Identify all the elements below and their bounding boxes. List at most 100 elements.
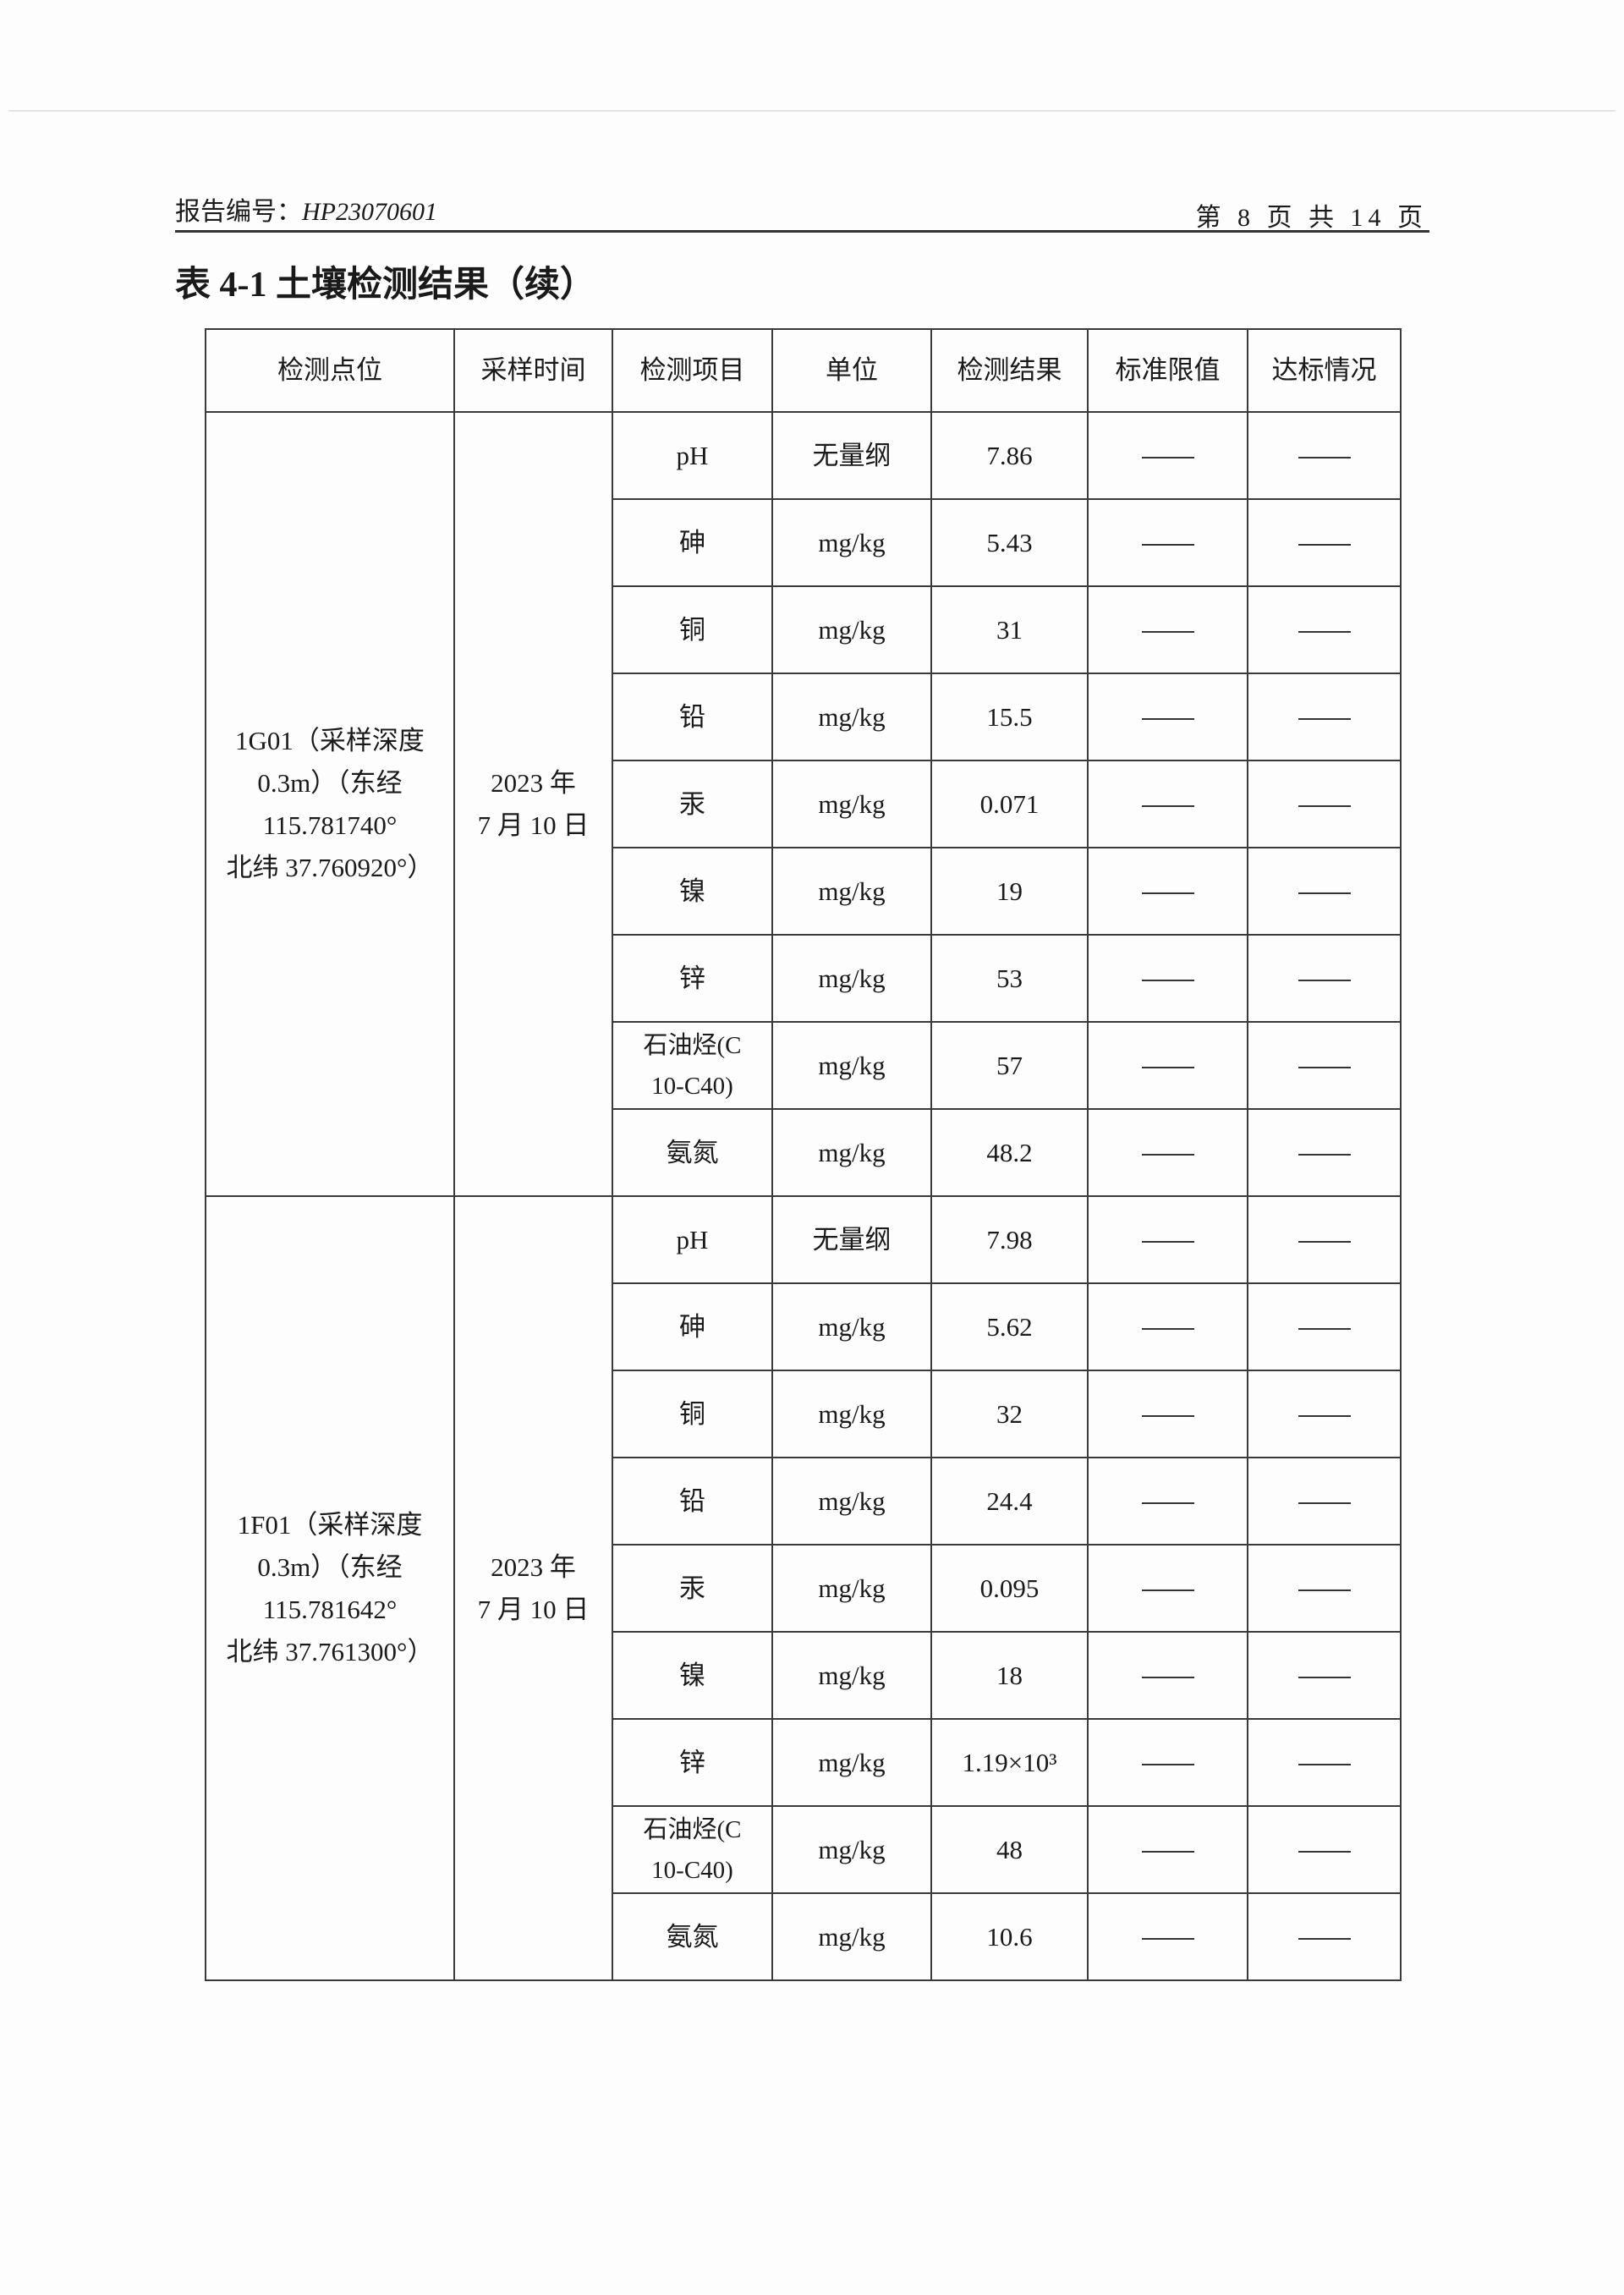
item-cell: 镍	[612, 1631, 773, 1720]
item-cell: 汞	[612, 1544, 773, 1633]
unit-cell: mg/kg	[771, 1021, 932, 1110]
status-cell	[1247, 1370, 1402, 1458]
limit-cell	[1087, 1108, 1248, 1197]
unit-cell: mg/kg	[771, 934, 932, 1023]
dash-mark	[1298, 1764, 1351, 1766]
dash-mark	[1141, 544, 1194, 546]
unit-cell: mg/kg	[771, 1544, 932, 1633]
limit-cell	[1087, 411, 1248, 500]
item-label: 石油烃(C10-C40)	[643, 1031, 742, 1100]
time-line: 7 月 10 日	[477, 1594, 590, 1624]
status-cell	[1247, 934, 1402, 1023]
dash-mark	[1141, 892, 1194, 895]
status-cell	[1247, 1021, 1402, 1110]
dash-mark	[1141, 1677, 1194, 1679]
table-row: 石油烃(C10-C40) mg/kg 48	[206, 1805, 1402, 1894]
table-row: 锌 mg/kg 1.19×10³	[206, 1718, 1402, 1807]
limit-cell	[1087, 847, 1248, 936]
status-cell	[1247, 1805, 1402, 1894]
item-cell: 氨氮	[612, 1892, 773, 1981]
dash-mark	[1298, 1677, 1351, 1679]
table-row: 砷 mg/kg 5.43	[206, 498, 1402, 587]
status-cell	[1247, 1108, 1402, 1197]
result-cell: 32	[930, 1370, 1089, 1458]
result-cell: 53	[930, 934, 1089, 1023]
item-cell: 铜	[612, 1370, 773, 1458]
result-cell: 7.98	[930, 1195, 1089, 1284]
time-line: 2023 年	[491, 767, 576, 798]
dash-mark	[1298, 1154, 1351, 1156]
limit-cell	[1087, 1195, 1248, 1284]
column-header: 采样时间	[453, 328, 613, 413]
dash-mark	[1298, 1502, 1351, 1505]
dash-mark	[1141, 1154, 1194, 1156]
result-cell: 18	[930, 1631, 1089, 1720]
status-cell	[1247, 1282, 1402, 1371]
result-cell: 7.86	[930, 411, 1089, 500]
location-line: 北纬 37.760920°）	[226, 852, 434, 882]
dash-mark	[1298, 631, 1351, 634]
location-line: 0.3m）（东经	[257, 1551, 403, 1582]
status-cell	[1247, 411, 1402, 500]
status-cell	[1247, 498, 1402, 587]
result-cell: 15.5	[930, 673, 1089, 761]
limit-cell	[1087, 1631, 1248, 1720]
item-cell: pH	[612, 411, 773, 500]
item-cell: 镍	[612, 847, 773, 936]
item-cell: pH	[612, 1195, 773, 1284]
dash-mark	[1141, 1415, 1194, 1418]
result-cell: 48.2	[930, 1108, 1089, 1197]
status-cell	[1247, 1892, 1402, 1981]
table-row: 1G01（采样深度 0.3m）（东经 115.781740° 北纬 37.760920…	[205, 411, 1402, 1197]
table-row: 氨氮 mg/kg 10.6	[206, 1892, 1402, 1981]
limit-cell	[1087, 1892, 1248, 1981]
dash-mark	[1141, 1328, 1194, 1331]
result-cell: 10.6	[930, 1892, 1089, 1981]
unit-cell: mg/kg	[771, 1108, 932, 1197]
page-info: 第 8 页 共 14 页	[1195, 204, 1428, 232]
unit-cell: mg/kg	[771, 673, 932, 761]
limit-cell	[1087, 498, 1248, 587]
limit-cell	[1087, 760, 1248, 848]
status-cell	[1247, 1718, 1402, 1807]
table-row: 汞 mg/kg 0.071	[206, 760, 1402, 848]
dash-mark	[1141, 1241, 1194, 1244]
result-cell: 5.62	[930, 1282, 1089, 1371]
unit-cell: mg/kg	[771, 760, 932, 848]
unit-cell: mg/kg	[771, 498, 932, 587]
table-row: 铅 mg/kg 15.5	[206, 673, 1402, 761]
dash-mark	[1141, 1938, 1194, 1941]
location-line: 115.781740°	[262, 810, 398, 840]
table-row: 铜 mg/kg 31	[206, 585, 1402, 674]
dash-mark	[1141, 1589, 1194, 1592]
unit-cell: mg/kg	[771, 1457, 932, 1546]
limit-cell	[1087, 1370, 1248, 1458]
table-row: 铅 mg/kg 24.4	[206, 1457, 1402, 1546]
table-row: 氨氮 mg/kg 48.2	[206, 1108, 1402, 1197]
dash-mark	[1298, 1328, 1351, 1331]
limit-cell	[1087, 1021, 1248, 1110]
limit-cell	[1087, 585, 1248, 674]
item-cell: 锌	[612, 1718, 773, 1807]
result-cell: 5.43	[930, 498, 1089, 587]
column-header: 检测点位	[205, 328, 455, 413]
header-divider	[175, 230, 1429, 233]
dash-mark	[1141, 805, 1194, 808]
location-line: 北纬 37.761300°）	[226, 1636, 434, 1666]
result-cell: 19	[930, 847, 1089, 936]
limit-cell	[1087, 1282, 1248, 1371]
limit-cell	[1087, 1544, 1248, 1633]
sampling-time-cell: 2023 年 7 月 10 日	[453, 1195, 613, 1981]
status-cell	[1247, 847, 1402, 936]
item-cell: 砷	[612, 1282, 773, 1371]
dash-mark	[1298, 1938, 1351, 1941]
table-title: 表 4-1 土壤检测结果（续）	[175, 266, 595, 305]
result-cell: 31	[930, 585, 1089, 674]
item-cell: 石油烃(C10-C40)	[612, 1805, 773, 1894]
table-row: 砷 mg/kg 5.62	[206, 1282, 1402, 1371]
dash-mark	[1298, 1415, 1351, 1418]
location-line: 1F01（采样深度	[237, 1509, 423, 1540]
limit-cell	[1087, 1805, 1248, 1894]
status-cell	[1247, 1195, 1402, 1284]
